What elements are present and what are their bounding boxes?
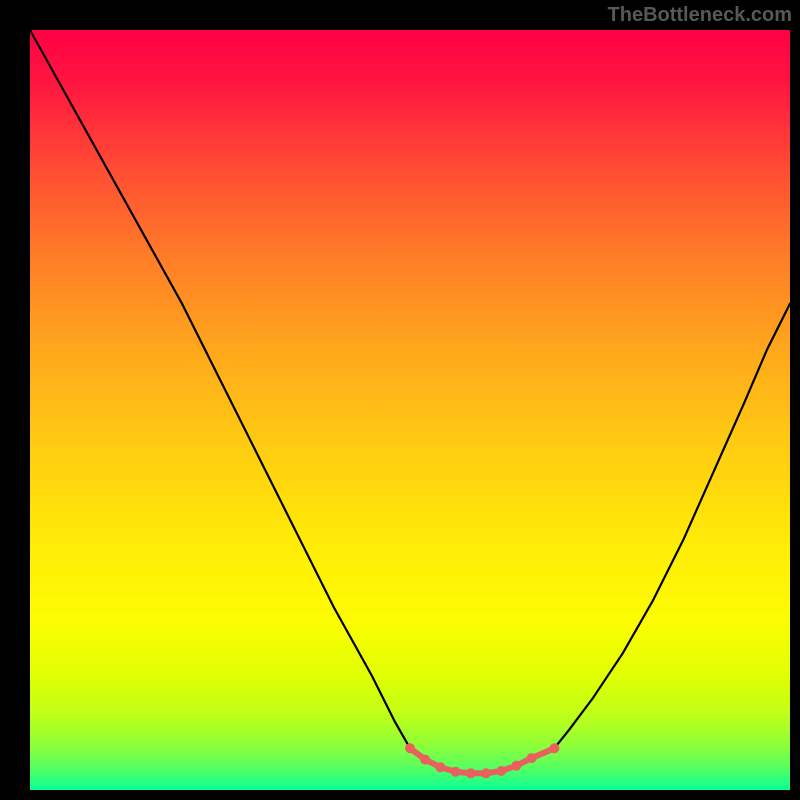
bottleneck-chart: TheBottleneck.com xyxy=(0,0,800,800)
bottom-marker xyxy=(527,753,537,763)
watermark-text: TheBottleneck.com xyxy=(608,4,792,27)
bottom-marker xyxy=(435,762,445,772)
bottom-marker xyxy=(481,768,491,778)
bottom-marker xyxy=(405,743,415,753)
bottom-marker xyxy=(549,743,559,753)
chart-background-gradient xyxy=(30,30,790,790)
bottom-marker xyxy=(511,761,521,771)
bottom-marker xyxy=(420,755,430,765)
bottom-marker xyxy=(466,768,476,778)
chart-svg xyxy=(0,0,800,800)
bottom-marker xyxy=(496,766,506,776)
bottom-marker xyxy=(451,767,461,777)
